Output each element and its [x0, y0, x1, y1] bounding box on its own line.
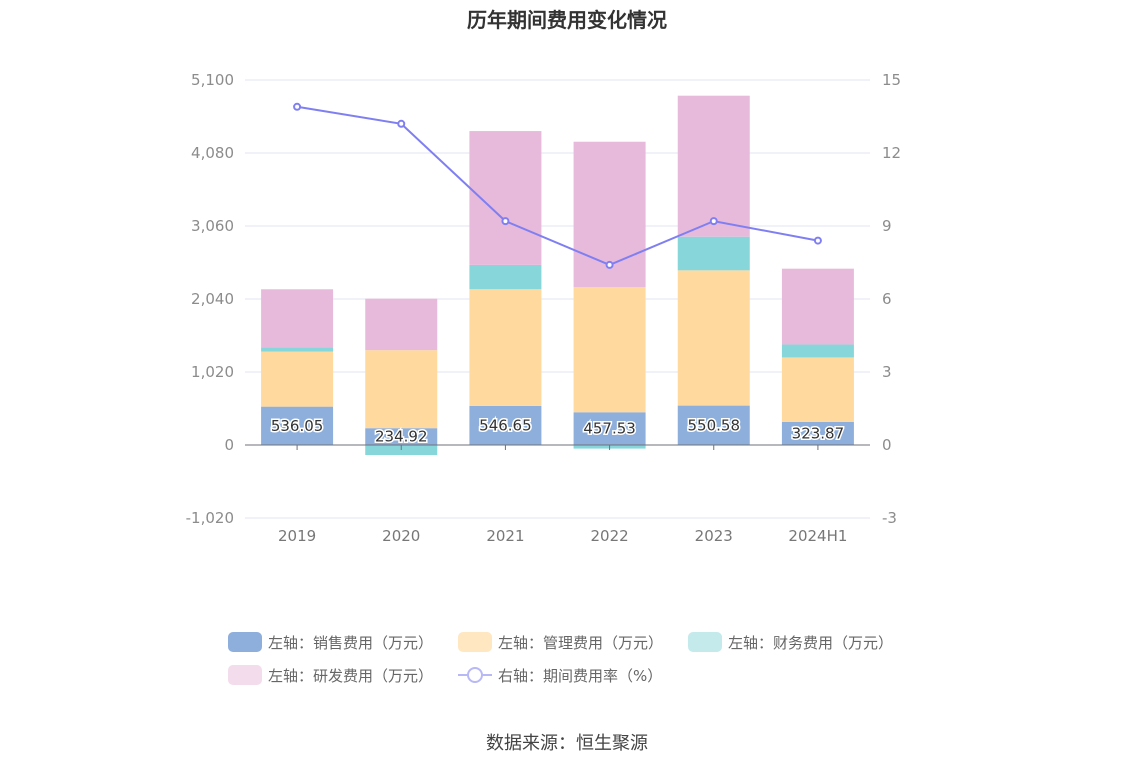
bar-sales-2021 [469, 405, 542, 445]
y-right-tick-label: 15 [882, 71, 901, 89]
bar-finance-2024H1 [781, 344, 854, 358]
legend-item-rate[interactable]: 右轴：期间费用率（%） [458, 663, 662, 687]
bar-finance-2023 [677, 236, 750, 271]
y-right-tick-label: 9 [882, 217, 892, 235]
bar-sales-2022 [573, 412, 646, 445]
bar-admin-2024H1 [781, 357, 854, 422]
data-label-sales: 323.87 [792, 424, 845, 442]
rate-line-point [293, 102, 302, 111]
source-note: 数据来源：恒生聚源 [486, 733, 648, 754]
legend-line-rate-icon [458, 665, 492, 685]
legend-item-finance[interactable]: 左轴：财务费用（万元） [688, 630, 893, 654]
bar-admin-2022 [573, 287, 646, 413]
bar-sales-2020 [365, 428, 438, 445]
data-label-sales: 457.53 [583, 420, 636, 438]
bar-finance-2020 [365, 445, 438, 456]
y-left-tick-label: 2,040 [191, 290, 234, 308]
bar-sales-2024H1 [781, 421, 854, 445]
y-left-tick-label: -1,020 [186, 509, 234, 527]
legend-swatch-admin [458, 632, 492, 652]
y-right-tick-label: -3 [882, 509, 897, 527]
legend-item-rnd[interactable]: 左轴：研发费用（万元） [228, 663, 433, 687]
y-left-tick-label: 3,060 [191, 217, 234, 235]
bar-admin-2020 [365, 350, 438, 429]
bar-sales-2023 [677, 405, 750, 445]
rate-line-point [501, 217, 510, 226]
x-tick-label: 2023 [695, 527, 733, 545]
bar-rnd-2020 [365, 298, 438, 351]
bar-admin-2019 [261, 351, 334, 407]
legend-label-sales: 左轴：销售费用（万元） [268, 633, 434, 652]
legend-label-admin: 左轴：管理费用（万元） [498, 633, 664, 652]
legend-label-rate: 右轴：期间费用率（%） [498, 666, 663, 685]
data-label-sales: 536.05 [271, 417, 324, 435]
y-left-tick-label: 0 [224, 436, 234, 454]
x-tick-label: 2021 [486, 527, 524, 545]
bars [261, 95, 854, 456]
bar-rnd-2023 [677, 95, 750, 237]
bar-rnd-2024H1 [781, 268, 854, 345]
x-tick-label: 2024H1 [788, 527, 847, 545]
legend-label-finance: 左轴：财务费用（万元） [728, 633, 894, 652]
legend-swatch-rnd [228, 665, 262, 685]
y-right-tick-label: 0 [882, 436, 892, 454]
legend-swatch-sales [228, 632, 262, 652]
legend-item-sales[interactable]: 左轴：销售费用（万元） [228, 630, 433, 654]
data-labels: 536.05 234.92 546.65 457.53 550.58 323.87 [269, 415, 845, 447]
x-tick-label: 2020 [382, 527, 420, 545]
legend-label-rnd: 左轴：研发费用（万元） [268, 666, 434, 685]
chart-title: 历年期间费用变化情况 [467, 8, 667, 32]
y-left-tick-label: 1,020 [191, 363, 234, 381]
legend-item-admin[interactable]: 左轴：管理费用（万元） [458, 630, 663, 654]
y-right-tick-label: 12 [882, 144, 901, 162]
bar-finance-2021 [469, 264, 542, 290]
grid-lines [245, 79, 870, 519]
y-right-tick-label: 6 [882, 290, 892, 308]
x-tick-label: 2019 [278, 527, 316, 545]
legend-swatch-finance [688, 632, 722, 652]
bar-finance-2019 [261, 347, 334, 352]
x-tick-label: 2022 [590, 527, 628, 545]
bar-rnd-2019 [261, 289, 334, 348]
bar-admin-2023 [677, 270, 750, 406]
rate-line-point [605, 260, 614, 269]
rate-line-point [813, 236, 822, 245]
bar-sales-2019 [261, 406, 334, 445]
y-left-tick-label: 5,100 [191, 71, 234, 89]
rate-line-path [296, 105, 819, 267]
data-label-sales: 550.58 [688, 416, 741, 434]
y-left-tick-label: 4,080 [191, 144, 234, 162]
y-right-tick-label: 3 [882, 363, 892, 381]
axes: 5,100 4,080 3,060 2,040 1,020 0 -1,020 15 12 9 6 3 0… [186, 71, 901, 545]
rate-line-point [709, 217, 718, 226]
data-label-sales: 546.65 [479, 416, 532, 434]
rate-line [293, 102, 822, 269]
rate-line-point [397, 119, 406, 128]
data-label-sales: 234.92 [375, 428, 428, 446]
bar-admin-2021 [469, 289, 542, 406]
